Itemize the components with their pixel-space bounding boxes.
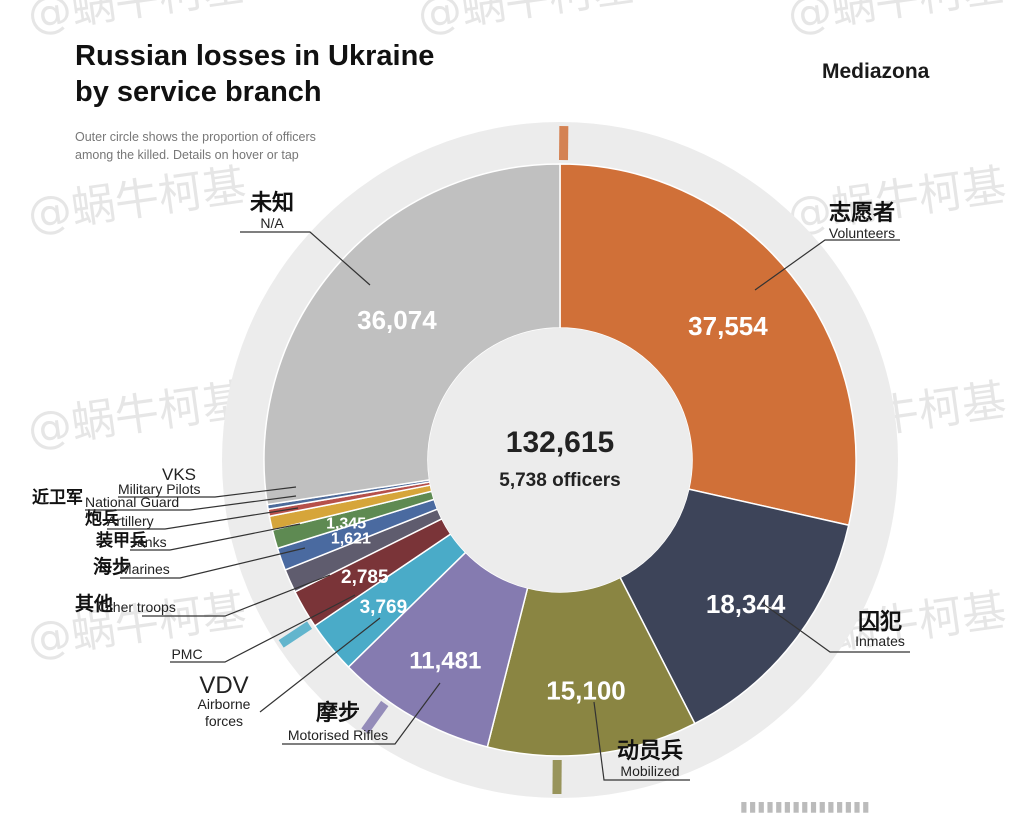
callout-cn-marines: 海步	[93, 555, 131, 578]
chart-title: Russian losses in Ukraine by service bra…	[75, 38, 495, 110]
callout-line-motorised	[282, 682, 441, 745]
callout-en-pmc: PMC	[171, 646, 202, 662]
value-label-motorised: 11,481	[409, 647, 481, 674]
callout-cn-artillery: 炮兵	[85, 508, 119, 529]
value-label-marines: 1,621	[331, 530, 371, 547]
callout-en-marines: Marines	[120, 561, 170, 577]
callout-cn-natguard: 近卫军	[32, 487, 83, 508]
callout-en-motorised: Motorised Rifles	[288, 727, 388, 743]
callout-en-vdv-1: Airborne	[198, 696, 251, 712]
center-hole	[428, 328, 692, 592]
callout-en-vdv-2: forces	[205, 713, 243, 729]
value-label-na: 36,074	[357, 305, 437, 335]
value-labels: 37,55418,34415,10011,4813,7692,7851,6211…	[326, 305, 786, 706]
value-label-vdv: 3,769	[360, 597, 408, 618]
subtitle-line-2: among the killed. Details on hover or ta…	[75, 148, 299, 162]
callout-cn-inmates: 囚犯	[858, 609, 902, 635]
callout-cn-vdv: VDV	[199, 672, 248, 699]
officer-mark-motorised	[361, 700, 389, 734]
callout-cn-other: 其他	[75, 592, 113, 615]
center-total: 132,615	[506, 426, 614, 459]
officer-mark-mobilized	[552, 759, 562, 795]
callout-en-mobilized: Mobilized	[620, 763, 679, 779]
callout-line-inmates	[761, 602, 910, 653]
callout-cn-na: 未知	[250, 190, 294, 216]
watermark-text: @蜗牛柯基	[24, 0, 249, 41]
subtitle-line-1: Outer circle shows the proportion of off…	[75, 130, 316, 144]
center-officers: 5,738 officers	[499, 470, 620, 491]
watermark-text: @蜗牛柯基	[24, 160, 249, 241]
scroll-indicator: ▮▮▮▮▮▮▮▮▮▮▮▮▮▮▮	[740, 798, 871, 814]
title-line-2: by service branch	[75, 76, 322, 108]
value-label-mobilized: 15,100	[546, 676, 626, 706]
callout-line-other	[142, 574, 331, 617]
callout-line-pmc	[170, 594, 356, 663]
callout-en-volunteers: Volunteers	[829, 225, 895, 241]
callout-cn-mobilized: 动员兵	[617, 738, 683, 764]
brand-logo[interactable]: Mediazona	[822, 60, 930, 83]
watermark-text: @蜗牛柯基	[784, 0, 1009, 41]
watermark-text: @蜗牛柯基	[414, 0, 639, 41]
callout-line-na	[240, 231, 371, 286]
callout-line-vks	[118, 486, 297, 498]
watermark-text: @蜗牛柯基	[24, 375, 249, 456]
callout-line-vdv	[259, 617, 381, 713]
callout-cn-tanks: 装甲兵	[95, 530, 147, 551]
watermark-text: @蜗牛柯基	[24, 585, 249, 666]
callout-line-mobilized	[593, 701, 690, 781]
callout-en-na: N/A	[260, 215, 284, 231]
callout-en-vks: Military Pilots	[118, 481, 200, 497]
officer-mark-vdv	[278, 621, 313, 648]
value-label-volunteers: 37,554	[688, 311, 768, 341]
callout-line-volunteers	[754, 239, 900, 291]
callout-en-tanks: Tanks	[130, 534, 167, 550]
callout-line-artillery	[107, 507, 299, 530]
callout-cn-volunteers: 志愿者	[829, 200, 895, 226]
callout-line-marines	[120, 547, 306, 579]
value-label-pmc: 2,785	[341, 567, 389, 588]
callout-en-artillery: Artillery	[107, 513, 154, 529]
watermark-text: @蜗牛柯基	[784, 160, 1009, 241]
chart-subtitle: Outer circle shows the proportion of off…	[75, 128, 375, 164]
callout-cn-vks: VKS	[162, 465, 196, 484]
slice-na[interactable]	[263, 163, 561, 506]
slices-group[interactable]	[263, 125, 857, 795]
callout-cn-motorised: 摩步	[316, 700, 360, 726]
value-label-tanks: 1,345	[326, 515, 366, 532]
officer-mark-volunteers	[559, 125, 569, 161]
callout-en-inmates: Inmates	[855, 633, 905, 649]
value-label-inmates: 18,344	[706, 589, 786, 619]
title-line-1: Russian losses in Ukraine	[75, 40, 435, 72]
callout-line-natguard	[85, 495, 297, 511]
callout-en-other: Other troops	[98, 599, 176, 615]
callout-en-natguard: National Guard	[85, 494, 179, 510]
callout-line-tanks	[130, 523, 301, 551]
